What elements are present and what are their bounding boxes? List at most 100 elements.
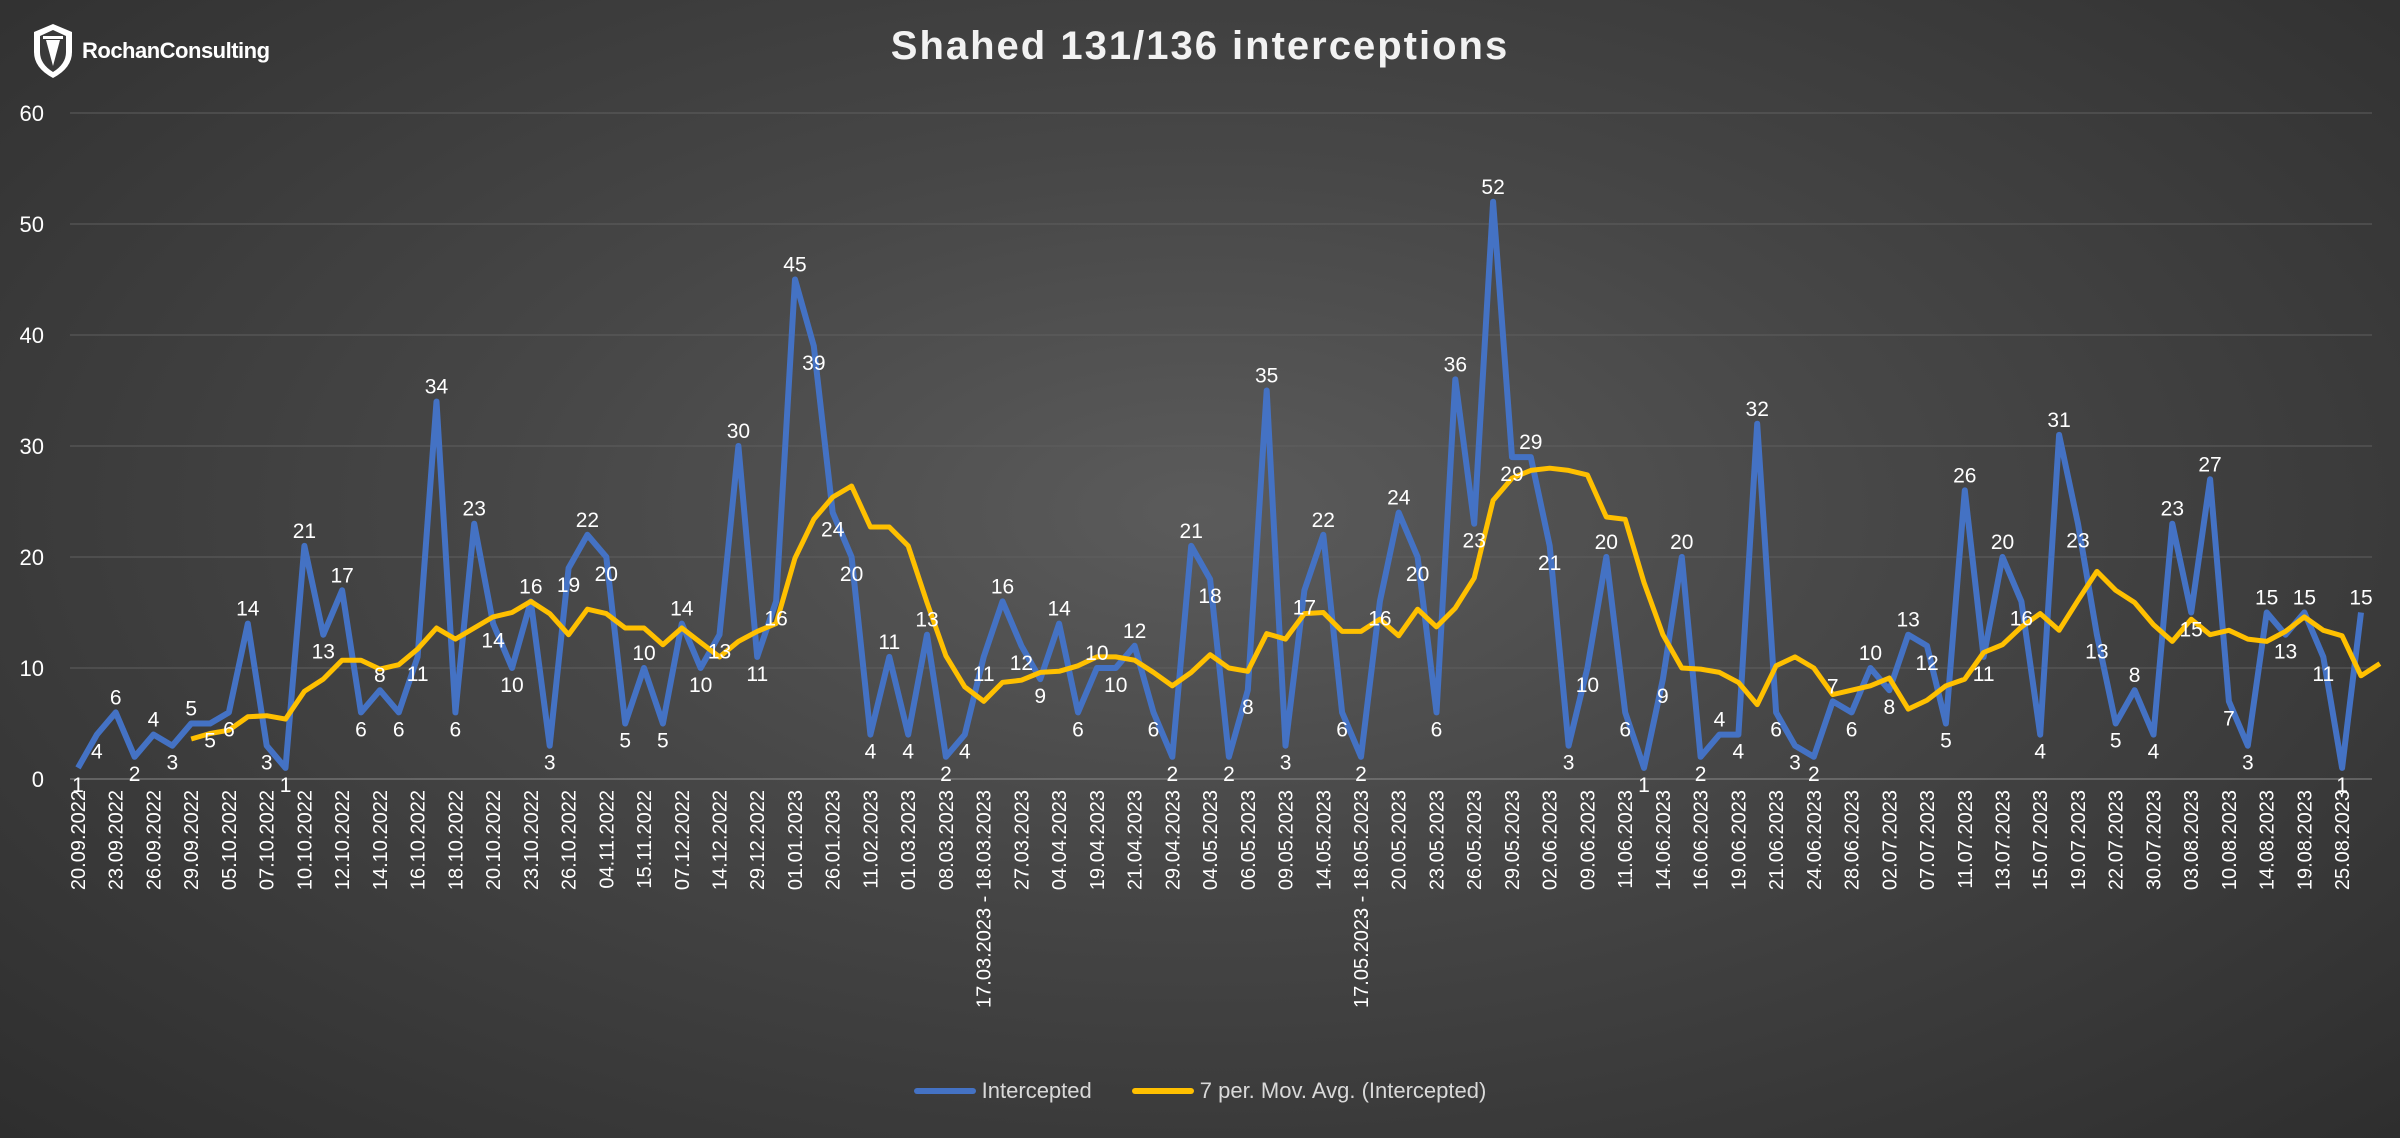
x-tick-label: 06.05.2023 [1238,790,1260,890]
data-label: 45 [783,254,806,277]
data-label: 11 [878,631,900,654]
x-tick-label: 19.07.2023 [2068,790,2090,890]
data-label: 16 [1368,607,1391,630]
x-tick-label: 04.05.2023 [1200,790,1222,890]
data-label: 24 [821,519,845,542]
x-tick-label: 07.07.2023 [1917,790,1939,890]
data-label: 11 [746,663,768,686]
legend-item-moving-avg: 7 per. Mov. Avg. (Intercepted) [1131,1078,1486,1104]
data-label: 4 [1733,741,1745,764]
data-label: 20 [1595,531,1618,554]
x-tick-label: 14.06.2023 [1653,790,1675,890]
data-label: 35 [1255,365,1278,388]
data-label: 21 [1538,552,1561,575]
data-label: 15 [2293,587,2316,610]
data-label: 20 [1991,531,2014,554]
data-label: 6 [223,718,235,741]
x-tick-label: 20.10.2022 [483,790,505,890]
data-label: 11 [407,663,429,686]
data-label: 4 [2148,741,2160,764]
data-label: 29 [1500,463,1523,486]
data-label: 20 [595,563,618,586]
data-label: 5 [619,730,631,753]
x-tick-label: 25.08.2023 [2332,790,2354,890]
x-tick-label: 11.07.2023 [1955,790,1977,889]
brand-logo: RochanConsulting [30,22,270,80]
data-label: 23 [463,498,486,521]
x-tick-label: 08.03.2023 [936,790,958,890]
y-tick-label: 10 [20,656,44,681]
data-label: 13 [312,641,335,664]
data-label: 39 [802,352,825,375]
x-tick-label: 14.10.2022 [370,790,392,890]
y-tick-label: 50 [20,212,44,237]
x-tick-label: 30.07.2023 [2143,790,2165,890]
data-label: 16 [519,575,542,598]
x-tick-label: 20.09.2022 [68,790,90,890]
x-tick-label: 03.08.2023 [2181,790,2203,890]
data-label: 27 [2198,453,2221,476]
data-label: 14 [670,598,694,621]
data-label: 5 [185,698,197,721]
data-label: 3 [166,752,178,775]
legend-label-intercepted: Intercepted [981,1078,1092,1103]
x-tick-label: 15.11.2022 [634,790,656,889]
x-tick-label: 17.03.2023 - 18.03.2023 [974,790,996,1008]
data-label: 4 [959,741,971,764]
data-label: 15 [2255,587,2278,610]
y-tick-label: 30 [20,434,44,459]
x-tick-label: 14.08.2023 [2257,790,2279,890]
x-tick-label: 21.06.2023 [1766,790,1788,890]
data-label: 4 [2034,741,2046,764]
legend-item-intercepted: Intercepted [913,1078,1092,1104]
data-label: 2 [1695,763,1707,786]
data-label: 13 [1896,609,1919,632]
data-label: 14 [236,598,260,621]
data-label: 13 [915,609,938,632]
x-tick-label: 14.05.2023 [1313,790,1335,890]
legend-swatch-intercepted [913,1088,976,1094]
x-tick-label: 24.06.2023 [1804,790,1826,890]
x-tick-label: 13.07.2023 [1993,790,2015,890]
x-tick-label: 19.08.2023 [2294,790,2316,890]
data-label: 6 [393,718,405,741]
data-label: 30 [727,420,750,443]
x-tick-label: 29.09.2022 [181,790,203,890]
data-label: 8 [1883,696,1895,719]
data-label: 20 [1406,563,1429,586]
data-label: 52 [1481,176,1504,199]
x-tick-label: 09.06.2023 [1577,790,1599,890]
data-label: 17 [1293,596,1316,619]
data-label: 1 [2336,774,2348,797]
data-label: 20 [840,563,863,586]
data-label: 32 [1746,398,1769,421]
legend-swatch-moving-avg [1131,1088,1194,1094]
x-tick-label: 12.10.2022 [332,790,354,890]
y-tick-label: 60 [20,101,44,126]
data-label: 10 [1576,674,1599,697]
data-label: 11 [2312,663,2334,686]
data-label: 4 [91,741,103,764]
data-label: 2 [1166,763,1178,786]
x-tick-label: 07.10.2022 [257,790,279,890]
data-label: 16 [991,575,1014,598]
data-label: 23 [1463,530,1486,553]
x-tick-label: 16.06.2023 [1691,790,1713,890]
data-label: 16 [764,607,787,630]
x-tick-label: 05.10.2022 [219,790,241,890]
x-tick-label: 26.09.2022 [143,790,165,890]
data-label: 6 [1770,718,1782,741]
data-label: 3 [544,752,556,775]
data-label: 10 [1859,642,1882,665]
data-label: 17 [330,564,353,587]
data-label: 3 [261,752,273,775]
data-label: 11 [1973,663,1995,686]
x-tick-label: 17.05.2023 - 18.05.2023 [1351,790,1373,1008]
brand-logo-text: RochanConsulting [82,38,270,63]
x-tick-label: 11.02.2023 [860,790,882,889]
data-label: 4 [1714,709,1726,732]
x-tick-label: 01.01.2023 [785,790,807,890]
x-tick-label: 20.05.2023 [1389,790,1411,890]
data-label: 24 [1387,487,1411,510]
x-tick-label: 29.05.2023 [1502,790,1524,890]
